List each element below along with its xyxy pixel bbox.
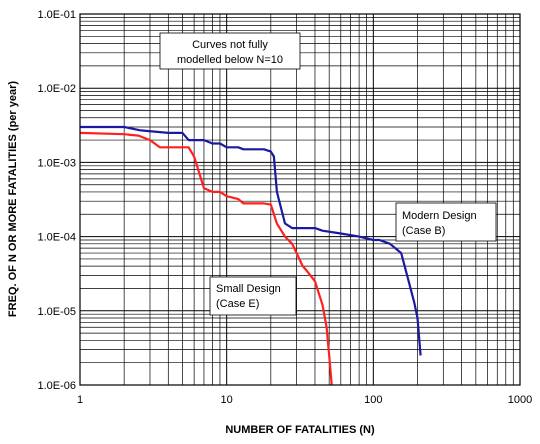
modern-annotation: Modern Design (Case B) xyxy=(395,202,497,242)
x-tick-label: 10 xyxy=(221,394,233,406)
y-tick-label: 1.0E-05 xyxy=(37,306,76,318)
small-design-line xyxy=(79,131,333,386)
y-tick-label: 1.0E-01 xyxy=(37,9,76,21)
modern-design-line xyxy=(80,125,422,356)
note-line-1: Curves not fully xyxy=(192,39,268,51)
y-tick-label: 1.0E-02 xyxy=(37,83,76,95)
y-tick-label: 1.0E-06 xyxy=(37,380,76,392)
small-box xyxy=(209,276,297,316)
plot-frame xyxy=(79,13,521,386)
small-annotation: Small Design (Case E) xyxy=(209,276,297,316)
y-tick-label: 1.0E-03 xyxy=(37,157,76,169)
x-axis-label: NUMBER OF FATALITIES (N) xyxy=(225,424,375,436)
y-axis-label: FREQ. OF N OR MORE FATALITIES (per year) xyxy=(7,81,19,317)
small-line-2: (Case E) xyxy=(216,298,259,310)
tick-labels: 1 10 100 1000 1.0E-01 1.0E-02 1.0E-03 1.0E-04 1.… xyxy=(37,9,532,406)
grid xyxy=(80,14,520,385)
modern-line-2: (Case B) xyxy=(402,225,445,237)
note-box xyxy=(159,32,301,70)
y-tick-label: 1.0E-04 xyxy=(37,232,76,244)
modern-box xyxy=(395,202,497,242)
x-tick-label: 1000 xyxy=(508,394,532,406)
x-tick-label: 1 xyxy=(77,394,83,406)
note-annotation: Curves not fully modelled below N=10 xyxy=(159,32,301,70)
note-line-2: modelled below N=10 xyxy=(177,54,283,66)
small-line-1: Small Design xyxy=(216,283,281,295)
x-tick-label: 100 xyxy=(364,394,382,406)
series-group xyxy=(79,125,422,386)
modern-line-1: Modern Design xyxy=(402,210,477,222)
